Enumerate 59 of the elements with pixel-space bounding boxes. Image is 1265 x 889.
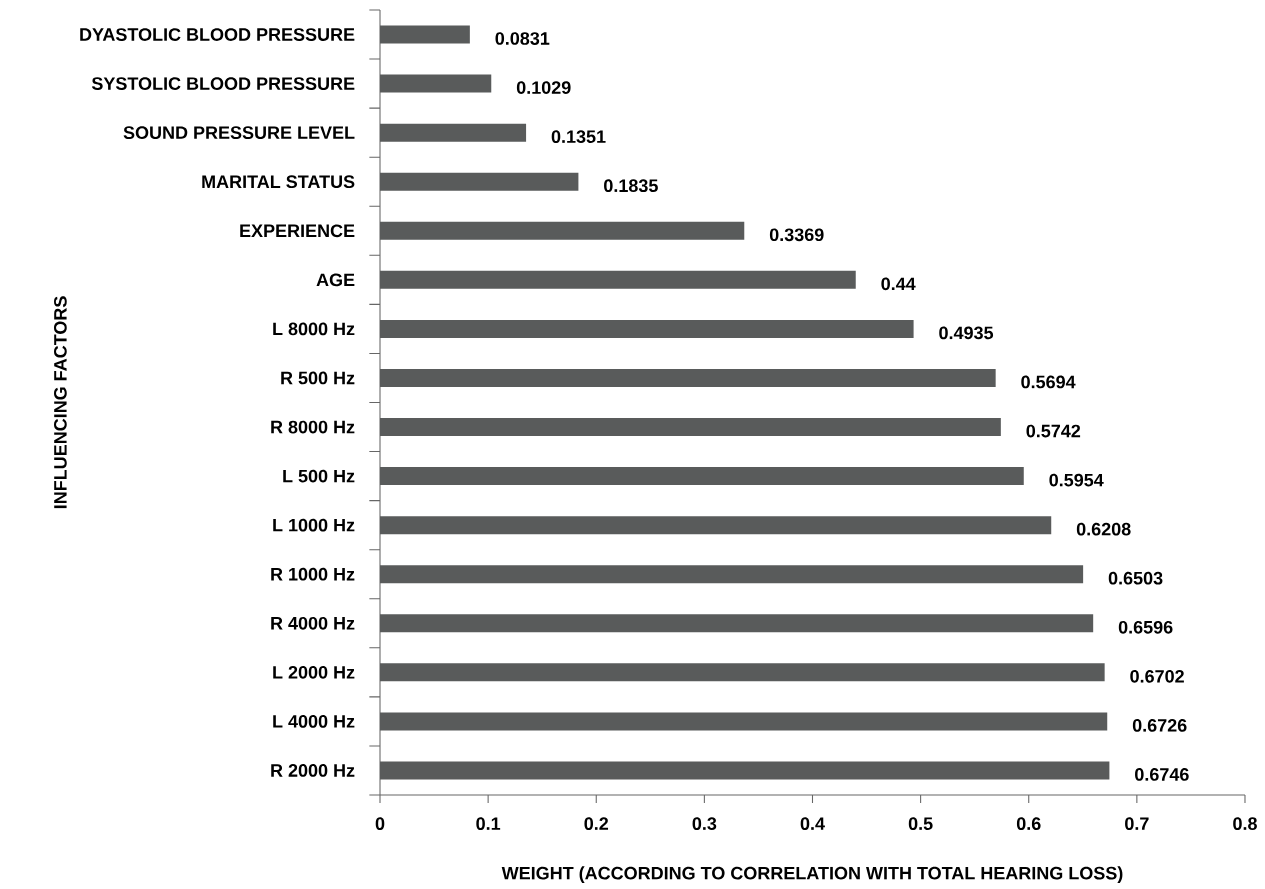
bar bbox=[380, 565, 1084, 584]
x-tick-label: 0.8 bbox=[1233, 817, 1257, 830]
x-tick-label: 0.2 bbox=[584, 817, 609, 830]
bar bbox=[380, 319, 914, 338]
data-label: 0.1029 bbox=[516, 81, 571, 94]
y-tick-label: MARITAL STATUS bbox=[202, 175, 355, 189]
y-tick-label: R 2000 Hz bbox=[271, 764, 355, 777]
bar bbox=[380, 172, 579, 191]
y-tick-label: DYASTOLIC BLOOD PRESSURE bbox=[80, 28, 355, 41]
x-tick-label: 0.4 bbox=[800, 817, 825, 830]
bar bbox=[380, 761, 1110, 780]
data-label: 0.6596 bbox=[1118, 620, 1173, 634]
data-label: 0.6726 bbox=[1132, 718, 1187, 732]
x-tick-label: 0.6 bbox=[1016, 817, 1041, 830]
y-tick-label: R 500 Hz bbox=[281, 371, 355, 385]
data-label: 0.5954 bbox=[1049, 473, 1104, 487]
x-axis-title: WEIGHT (ACCORDING TO CORRELATION WITH TOTAL HEARING LOSS) bbox=[501, 866, 1123, 884]
bar bbox=[380, 74, 492, 93]
data-label: 0.0831 bbox=[495, 32, 550, 45]
x-tick-label: 0.7 bbox=[1125, 817, 1149, 830]
y-tick-label: R 8000 Hz bbox=[271, 420, 355, 434]
bar bbox=[380, 417, 1001, 436]
bar bbox=[380, 270, 856, 289]
bar bbox=[380, 614, 1094, 633]
x-tick-label: 0.3 bbox=[692, 817, 717, 830]
bar bbox=[380, 368, 996, 387]
bar bbox=[380, 663, 1105, 682]
data-label: 0.6503 bbox=[1108, 571, 1163, 585]
data-label: 0.6746 bbox=[1135, 768, 1189, 781]
data-label: 0.4935 bbox=[939, 326, 994, 340]
data-label: 0.6208 bbox=[1076, 522, 1131, 536]
bar bbox=[380, 123, 527, 142]
bar bbox=[380, 712, 1108, 731]
y-tick-label: R 4000 Hz bbox=[271, 616, 355, 630]
data-label: 0.5694 bbox=[1021, 375, 1076, 389]
bar bbox=[380, 467, 1024, 486]
y-tick-label: SYSTOLIC BLOOD PRESSURE bbox=[91, 77, 355, 90]
x-tick-label: 0.1 bbox=[476, 817, 501, 830]
data-label: 0.44 bbox=[881, 277, 916, 291]
data-label: 0.1835 bbox=[604, 179, 658, 193]
y-tick-label: SOUND PRESSURE LEVEL bbox=[123, 126, 355, 139]
y-tick-label: L 500 Hz bbox=[283, 469, 355, 483]
y-axis-title: INFLUENCING FACTORS bbox=[54, 296, 67, 509]
bar bbox=[380, 516, 1052, 535]
y-tick-label: L 4000 Hz bbox=[273, 714, 355, 728]
y-tick-label: AGE bbox=[316, 273, 355, 287]
y-tick-label: L 2000 Hz bbox=[273, 665, 355, 679]
data-label: 0.6702 bbox=[1130, 669, 1184, 683]
x-tick-label: 0 bbox=[375, 817, 385, 830]
data-label: 0.3369 bbox=[769, 228, 824, 242]
y-tick-label: L 1000 Hz bbox=[273, 518, 355, 532]
bar bbox=[380, 221, 745, 240]
bar bbox=[380, 25, 470, 44]
data-label: 0.5742 bbox=[1026, 424, 1081, 438]
y-tick-label: EXPERIENCE bbox=[240, 224, 355, 238]
y-tick-label: R 1000 Hz bbox=[271, 567, 355, 581]
y-tick-label: L 8000 Hz bbox=[273, 322, 355, 336]
x-tick-label: 0.5 bbox=[908, 817, 933, 830]
data-label: 0.1351 bbox=[551, 130, 606, 144]
